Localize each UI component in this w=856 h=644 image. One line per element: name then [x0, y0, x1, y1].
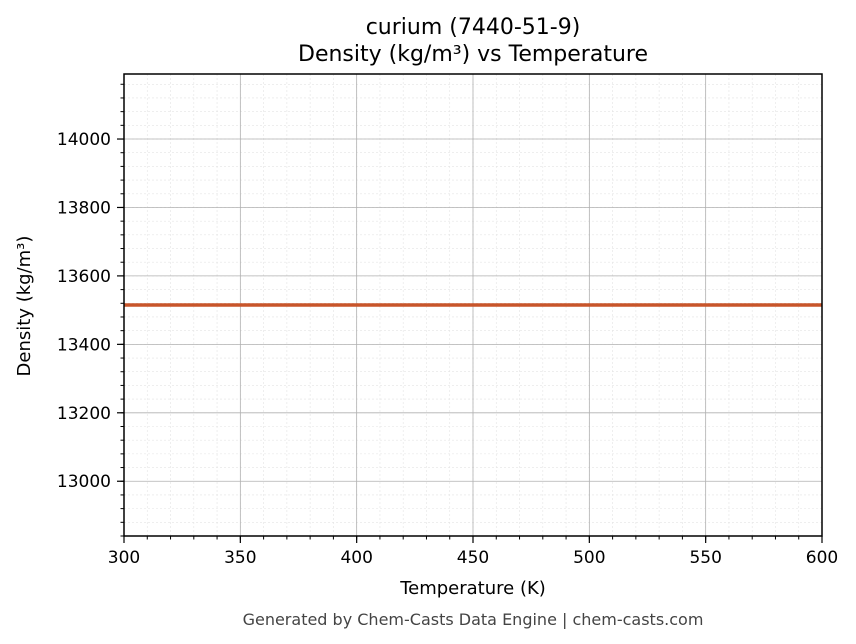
- y-tick-label: 13400: [57, 335, 111, 355]
- x-tick-label: 300: [108, 548, 140, 568]
- y-tick-label: 13000: [57, 472, 111, 492]
- x-axis-label: Temperature (K): [399, 578, 546, 599]
- y-ticks: 13000 13200 13400 13600 13800 14000: [57, 83, 124, 537]
- x-tick-label: 550: [689, 548, 721, 568]
- x-tick-label: 400: [340, 548, 372, 568]
- y-axis-label: Density (kg/m³): [14, 236, 35, 377]
- x-tick-label: 500: [573, 548, 605, 568]
- y-tick-label: 14000: [57, 130, 111, 150]
- x-tick-label: 600: [806, 548, 838, 568]
- chart-subtitle: Density (kg/m³) vs Temperature: [298, 42, 648, 67]
- footer-credit: Generated by Chem-Casts Data Engine | ch…: [243, 610, 704, 629]
- y-tick-label: 13800: [57, 198, 111, 218]
- plot-frame: [123, 73, 823, 537]
- x-ticks: 300 350 400 450 500 550 600: [108, 536, 838, 568]
- chart-title: curium (7440-51-9): [366, 15, 581, 40]
- y-tick-label: 13200: [57, 404, 111, 424]
- x-tick-label: 350: [224, 548, 256, 568]
- x-tick-label: 450: [457, 548, 489, 568]
- y-tick-label: 13600: [57, 267, 111, 287]
